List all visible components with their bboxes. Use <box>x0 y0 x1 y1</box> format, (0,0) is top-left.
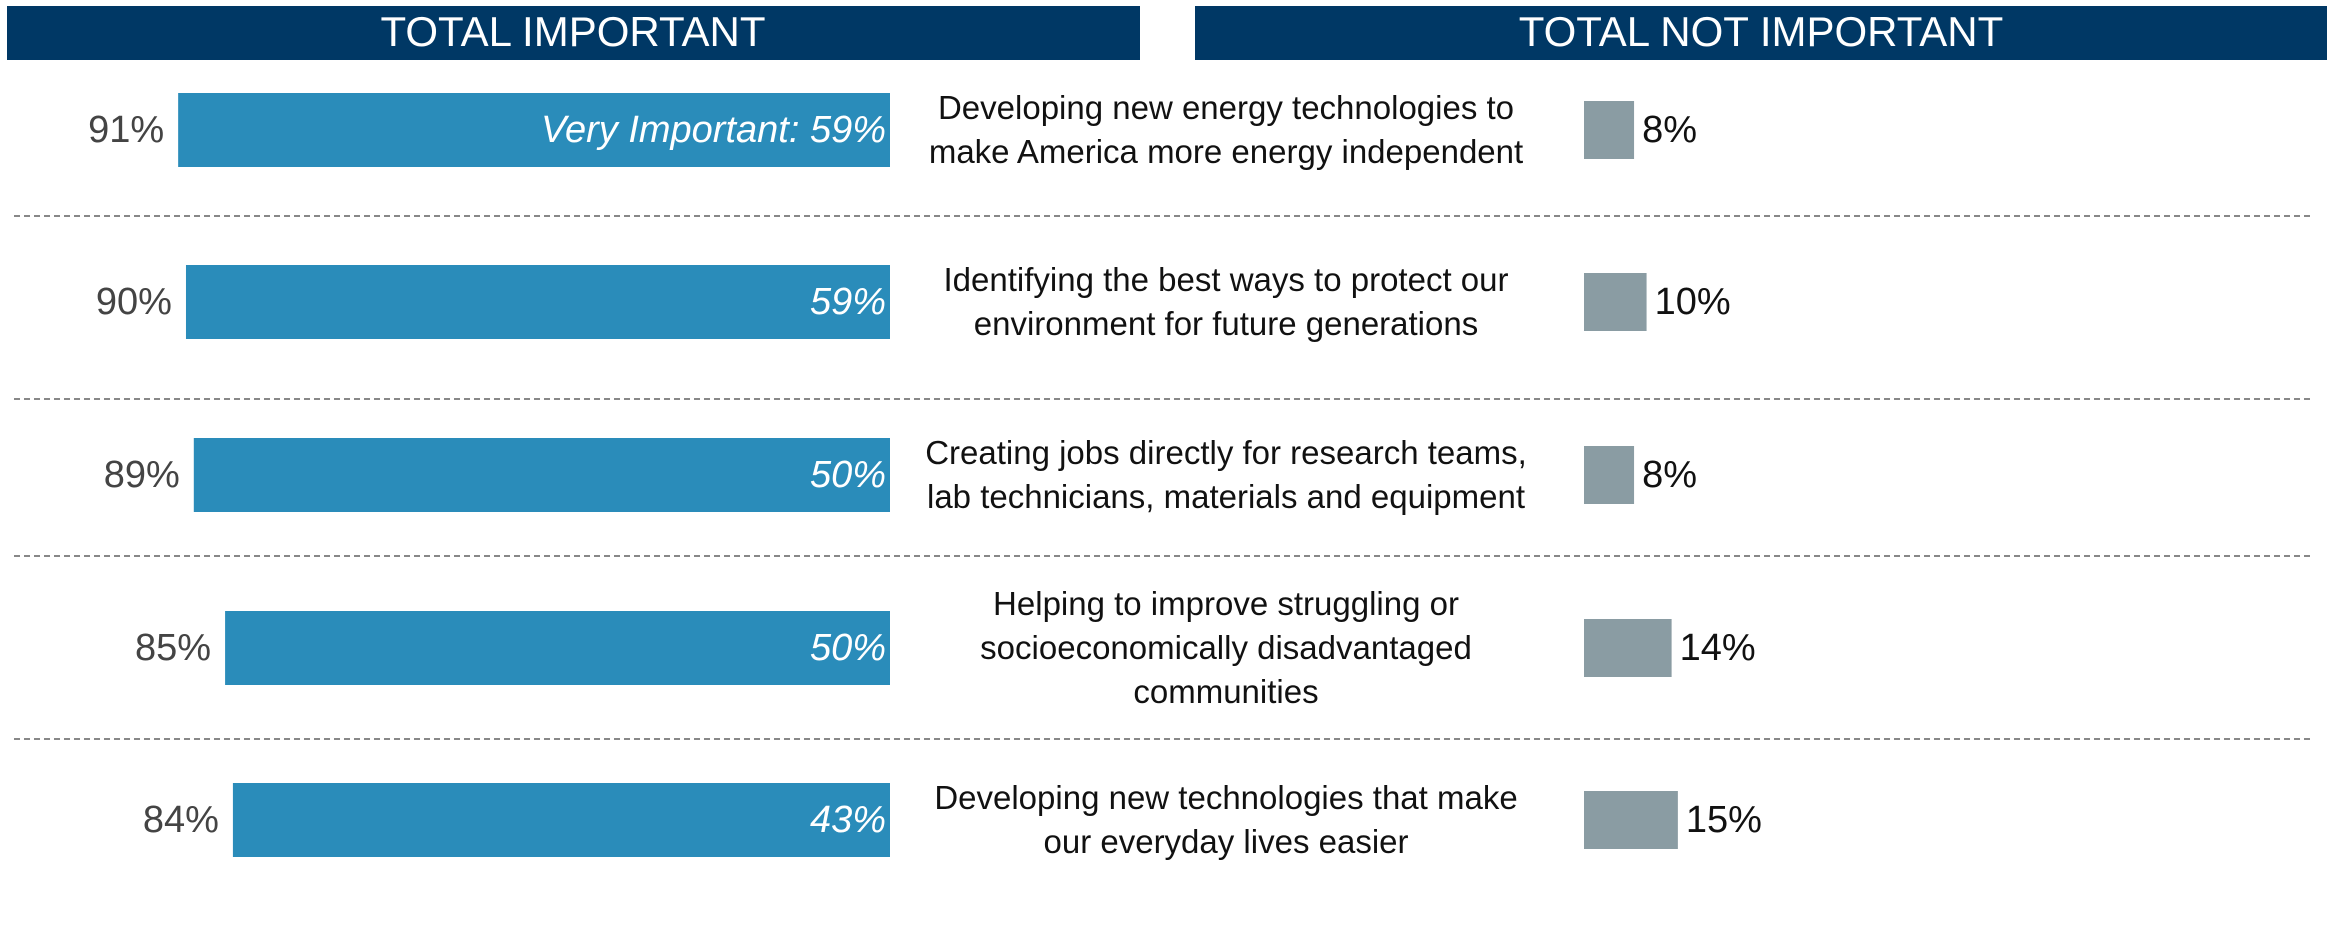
value-label: 85% <box>135 627 211 669</box>
bar <box>193 438 891 512</box>
bar <box>225 611 890 685</box>
value-label: 43% <box>810 799 886 841</box>
value-label: 8% <box>1642 109 1697 151</box>
value-label: 91% <box>88 109 164 151</box>
bar <box>178 93 891 167</box>
value-label: 89% <box>104 454 180 496</box>
header-title: TOTAL IMPORTANT <box>380 8 765 55</box>
bar <box>232 783 890 857</box>
value-label: 50% <box>810 627 886 669</box>
value-label: 8% <box>1642 454 1697 496</box>
value-label: 14% <box>1680 627 1756 669</box>
value-label: 84% <box>143 799 219 841</box>
category-label: Developing new technologies that make ou… <box>934 779 1518 860</box>
header-bar <box>7 6 1140 60</box>
bar <box>1584 791 1678 849</box>
value-label: 50% <box>810 454 886 496</box>
value-label: 15% <box>1686 799 1762 841</box>
value-label: 10% <box>1655 281 1731 323</box>
category-label: Creating jobs directly for research team… <box>925 434 1527 515</box>
header-bar <box>1195 6 2327 60</box>
value-label: 59% <box>810 281 886 323</box>
category-label: Helping to improve struggling or socioec… <box>980 585 1472 710</box>
value-label: Very Important: 59% <box>541 109 886 151</box>
bar <box>1584 446 1635 504</box>
category-label: Developing new energy technologies to ma… <box>928 89 1524 170</box>
bar <box>185 265 891 339</box>
value-label: 90% <box>96 281 172 323</box>
bar <box>1584 273 1647 331</box>
bar <box>1584 101 1635 159</box>
bar <box>1584 619 1672 677</box>
header-title: TOTAL NOT IMPORTANT <box>1519 8 2004 55</box>
category-label: Identifying the best ways to protect our… <box>943 261 1509 342</box>
